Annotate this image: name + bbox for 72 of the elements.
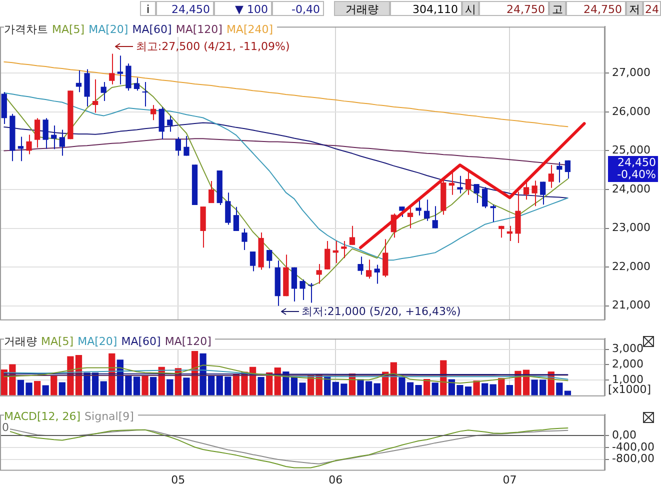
ref-line-label: 0: [2, 420, 9, 434]
y-tick-label: -800,00: [612, 452, 654, 466]
text: 304,110: [390, 1, 462, 16]
text: MA[60]: [132, 23, 172, 36]
bar: [556, 382, 563, 396]
text: MA[240]: [226, 23, 274, 36]
bar: [374, 383, 380, 396]
x-tick-label: 07: [502, 473, 517, 486]
y-tick-label: 25,000: [612, 144, 650, 157]
y-tick-label: 22,000: [612, 260, 650, 273]
bar: [506, 384, 514, 396]
text: MA[120]: [164, 335, 212, 348]
text: 24,450: [156, 1, 214, 16]
y-tick-label: 0,00: [612, 428, 636, 442]
bar: [490, 384, 496, 396]
text: 저: [626, 1, 643, 16]
x-tick-label: 06: [328, 473, 343, 486]
series-label: MA[5]: [41, 335, 74, 348]
y-tick-label: 26,000: [612, 104, 650, 118]
y-tick-label: 24,000: [612, 182, 650, 196]
y-tick-label: -400,00: [612, 440, 654, 454]
bar: [432, 382, 438, 396]
text: 24: [643, 1, 661, 16]
series-label: MACD[12, 26]: [4, 410, 81, 423]
text: 24,750: [479, 1, 549, 16]
candlestick: [341, 240, 347, 259]
y-tick-label: 3,000: [612, 342, 644, 356]
candlestick: [474, 184, 480, 204]
text: 거래량: [334, 1, 390, 16]
series-label: Signal[9]: [84, 410, 134, 423]
text: MA[20]: [78, 335, 118, 348]
chart-title: 가격차트: [4, 23, 48, 36]
bar: [34, 380, 41, 396]
candlestick: [416, 198, 422, 216]
y-tick-label: 27,000: [612, 66, 650, 79]
x-tick-label: 05: [171, 473, 186, 486]
y-tick-label: 2,000: [612, 358, 644, 371]
candlestick: [532, 180, 538, 207]
bar: [100, 381, 107, 396]
candlestick: [84, 68, 90, 107]
text: MA[5]: [52, 23, 85, 36]
candlestick: [457, 175, 463, 194]
y-tick-label: 23,000: [612, 221, 650, 234]
y-tick-label: 21,000: [612, 298, 650, 312]
bar: [50, 376, 58, 396]
chart-title: 거래량: [4, 335, 37, 348]
bar: [258, 376, 264, 396]
text: 시: [462, 1, 479, 16]
candlestick: [300, 278, 306, 301]
bar: [58, 382, 66, 396]
annotation: 최고:27,500 (4/21, -11,09%): [136, 40, 290, 53]
bar: [183, 378, 190, 396]
text: -0,40: [272, 1, 324, 16]
text: -0,40%: [616, 168, 657, 182]
bar: [42, 385, 49, 396]
y-tick-label: 1,000: [612, 372, 644, 386]
text: 24,450: [616, 156, 657, 170]
bar: [473, 380, 480, 396]
annotation: 최저:21,000 (5/20, +16,43%): [302, 304, 461, 318]
bar: [482, 383, 488, 396]
text: ▼ 100: [214, 1, 272, 16]
bar: [498, 378, 505, 396]
text: 고: [549, 1, 566, 16]
text: 24,750: [566, 1, 626, 16]
text: MA[120]: [176, 23, 222, 36]
text: i: [140, 1, 156, 16]
bar: [166, 379, 174, 396]
candlestick: [242, 228, 248, 250]
bar: [150, 376, 157, 396]
text: MA[20]: [88, 23, 128, 36]
bar: [142, 376, 148, 396]
text: MA[60]: [121, 335, 161, 348]
